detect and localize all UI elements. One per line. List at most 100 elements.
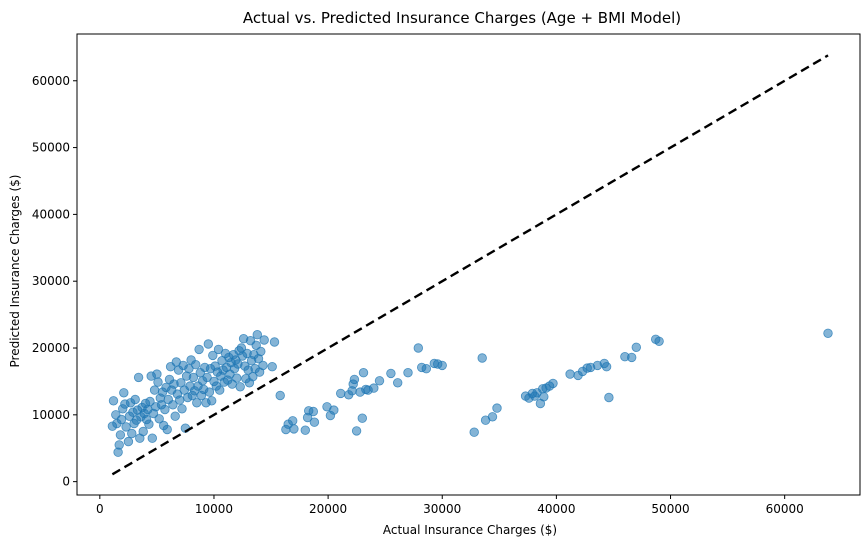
data-point xyxy=(477,353,487,363)
data-point xyxy=(147,433,158,443)
data-point xyxy=(121,422,131,432)
x-axis: 0 10000 20000 30000 40000 50000 60000 xyxy=(96,495,804,516)
data-point xyxy=(214,385,225,395)
reference-line-layer xyxy=(111,54,829,476)
data-point xyxy=(258,360,268,371)
data-point xyxy=(413,343,424,353)
data-point xyxy=(351,426,362,436)
data-point xyxy=(188,372,199,383)
data-point xyxy=(153,377,163,387)
data-point xyxy=(256,346,266,357)
data-point xyxy=(336,388,346,399)
data-point xyxy=(152,369,162,379)
data-point xyxy=(130,394,140,405)
y-tick-label: 40000 xyxy=(32,207,70,221)
reference-line xyxy=(111,54,829,476)
data-point xyxy=(601,362,612,372)
data-point xyxy=(393,378,403,388)
y-axis-label: Predicted Insurance Charges ($) xyxy=(8,175,22,368)
data-point xyxy=(386,368,396,379)
x-tick-label: 0 xyxy=(96,502,104,516)
data-point xyxy=(138,426,148,437)
points-layer xyxy=(107,328,833,457)
data-point xyxy=(144,419,154,429)
data-point xyxy=(145,396,155,407)
data-point xyxy=(269,337,280,347)
data-point xyxy=(604,392,614,403)
data-point xyxy=(119,388,129,398)
data-point xyxy=(133,372,144,383)
data-point xyxy=(204,387,215,397)
data-point xyxy=(548,378,558,389)
x-tick-label: 20000 xyxy=(309,502,347,516)
y-tick-label: 10000 xyxy=(32,408,70,422)
data-point xyxy=(174,395,185,405)
data-point xyxy=(565,369,575,379)
data-point xyxy=(170,411,180,421)
y-tick-label: 50000 xyxy=(32,141,70,155)
data-point xyxy=(329,405,339,415)
data-point xyxy=(202,372,212,383)
data-point xyxy=(654,336,664,347)
data-point xyxy=(267,362,277,372)
data-point xyxy=(309,417,320,427)
y-tick-label: 20000 xyxy=(32,341,70,355)
data-point xyxy=(487,412,498,422)
y-tick-label: 0 xyxy=(62,475,70,489)
data-point xyxy=(154,414,164,424)
data-point xyxy=(108,396,119,406)
data-point xyxy=(184,364,194,374)
data-point xyxy=(437,360,447,371)
data-point xyxy=(177,404,187,414)
data-point xyxy=(469,427,479,437)
data-point xyxy=(403,368,413,378)
data-point xyxy=(374,376,385,386)
data-point xyxy=(162,424,172,435)
data-point xyxy=(349,374,360,385)
data-point xyxy=(116,414,127,425)
data-point xyxy=(206,396,217,406)
data-point xyxy=(421,364,432,374)
data-point xyxy=(259,335,269,345)
data-point xyxy=(232,373,242,383)
data-point xyxy=(115,430,126,440)
data-point xyxy=(369,383,379,393)
data-point xyxy=(627,352,637,363)
x-tick-label: 10000 xyxy=(195,502,233,516)
data-point xyxy=(235,382,245,392)
data-point xyxy=(252,330,262,340)
data-point xyxy=(213,344,224,355)
data-point xyxy=(631,342,642,353)
y-axis: 0 10000 20000 30000 40000 50000 60000 xyxy=(32,74,77,489)
data-point xyxy=(823,328,833,339)
data-point xyxy=(114,440,124,450)
y-tick-label: 60000 xyxy=(32,74,70,88)
data-point xyxy=(149,385,160,395)
chart-title: Actual vs. Predicted Insurance Charges (… xyxy=(243,9,681,27)
data-point xyxy=(168,400,178,410)
x-tick-label: 60000 xyxy=(766,502,804,516)
data-point xyxy=(192,398,202,408)
data-point xyxy=(194,344,204,355)
x-tick-label: 40000 xyxy=(537,502,575,516)
data-point xyxy=(300,425,311,435)
data-point xyxy=(308,406,319,417)
data-point xyxy=(539,392,549,402)
data-point xyxy=(203,339,214,349)
data-point xyxy=(123,436,134,447)
data-point xyxy=(289,424,299,434)
data-point xyxy=(358,368,369,378)
plot-frame xyxy=(76,33,861,496)
plot-area xyxy=(76,33,861,496)
data-point xyxy=(492,403,502,413)
data-point xyxy=(288,416,298,426)
x-tick-label: 30000 xyxy=(423,502,461,516)
x-axis-label: Actual Insurance Charges ($) xyxy=(383,523,557,537)
data-point xyxy=(160,404,170,415)
x-tick-label: 50000 xyxy=(651,502,689,516)
data-point xyxy=(127,428,137,439)
data-point xyxy=(357,413,368,423)
y-tick-label: 30000 xyxy=(32,274,70,288)
data-point xyxy=(190,360,201,370)
